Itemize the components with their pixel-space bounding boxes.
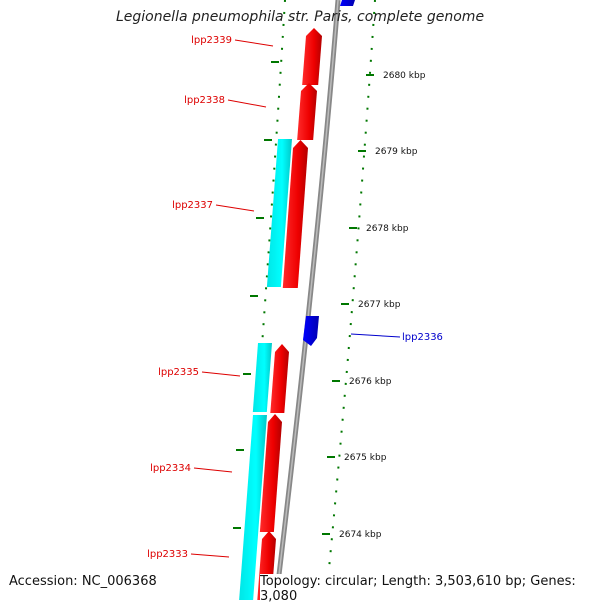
label-leader-lpp2337	[215, 204, 255, 212]
gene-forward-5[interactable]	[259, 414, 282, 532]
label-leader-lpp2335	[201, 371, 241, 377]
gene-forward-1[interactable]	[302, 28, 322, 85]
gene-lpp2336[interactable]	[303, 316, 319, 346]
gene-label-lpp2336[interactable]: lpp2336	[402, 332, 443, 343]
label-leader-lpp2336	[350, 333, 401, 338]
gene-label-lpp2334[interactable]: lpp2334	[150, 463, 191, 474]
gene-reverse-2[interactable]	[252, 343, 272, 412]
gene-forward-4[interactable]	[270, 344, 289, 413]
gene-label-lpp2335[interactable]: lpp2335	[158, 367, 199, 378]
scale-label: 2676 kbp	[349, 377, 392, 387]
gene-label-lpp2338[interactable]: lpp2338	[184, 95, 225, 106]
scale-label: 2674 kbp	[339, 530, 382, 540]
gene-forward-3[interactable]	[282, 140, 308, 288]
accession-text: Accession: NC_006368	[9, 574, 157, 589]
scale-label: 2677 kbp	[358, 300, 401, 310]
label-leader-lpp2339	[234, 39, 274, 47]
topology-text: Topology: circular; Length: 3,503,610 bp…	[260, 574, 600, 604]
gene-reverse-1[interactable]	[266, 139, 292, 287]
gene-reverse-3[interactable]	[239, 415, 267, 600]
gene-label-lpp2339[interactable]: lpp2339	[191, 35, 232, 46]
scale-label: 2680 kbp	[383, 71, 426, 81]
label-leader-lpp2338	[227, 99, 267, 108]
gene-forward-2[interactable]	[297, 83, 317, 140]
gene-label-lpp2337[interactable]: lpp2337	[172, 200, 213, 211]
map-title: Legionella pneumophila str. Paris, compl…	[115, 9, 485, 25]
genome-backbone-inner	[275, 0, 339, 601]
outer-ruler	[325, 0, 376, 601]
scale-label: 2678 kbp	[366, 224, 409, 234]
scale-label: 2679 kbp	[375, 147, 418, 157]
gene-label-lpp2333[interactable]: lpp2333	[147, 549, 188, 560]
scale-label: 2675 kbp	[344, 453, 387, 463]
label-leader-lpp2334	[193, 467, 233, 473]
label-leader-lpp2333	[190, 553, 230, 558]
gene-blue-top[interactable]	[340, 0, 355, 6]
